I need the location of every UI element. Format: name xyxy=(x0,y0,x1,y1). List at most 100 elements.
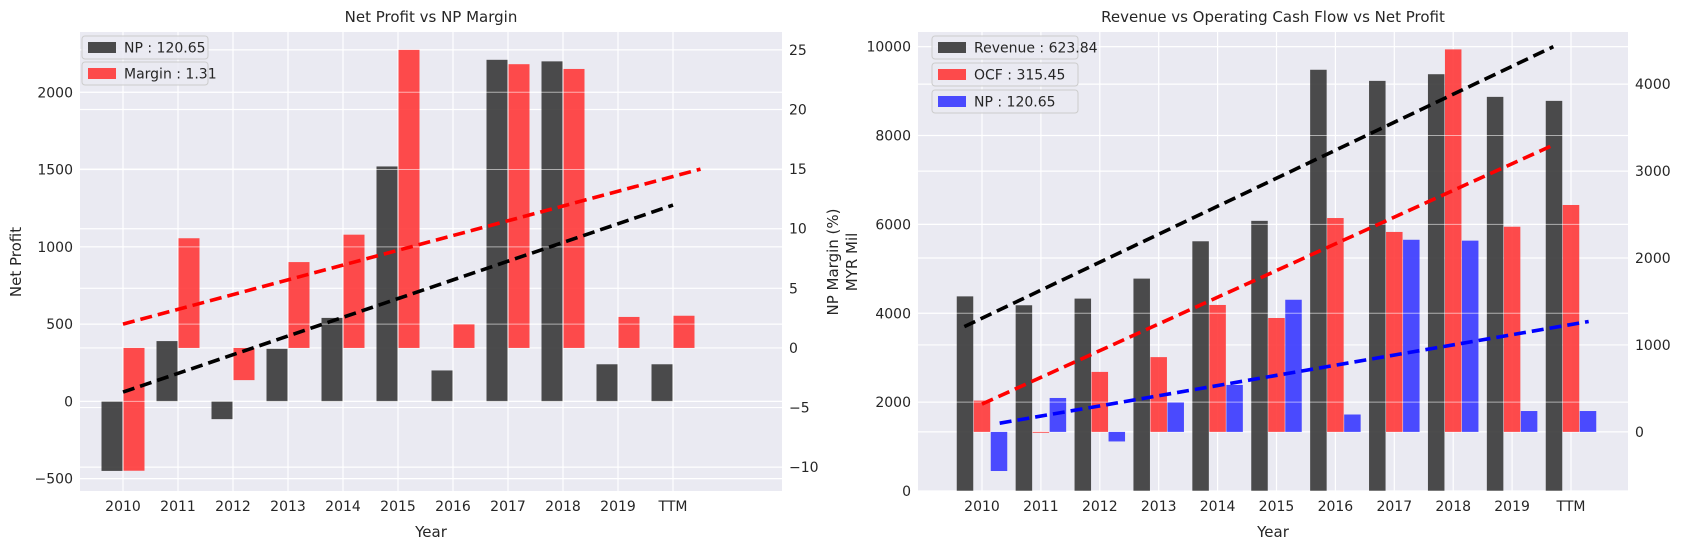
legend-label: Margin : 1.31 xyxy=(124,67,217,83)
legend: NP : 120.65 Margin : 1.31 xyxy=(81,35,217,86)
y-tick-label: 2000 xyxy=(875,395,911,411)
bar-revenue-2010 xyxy=(956,296,974,491)
bar-revenue-2018 xyxy=(1427,74,1445,491)
y-tick-label: 1500 xyxy=(37,163,73,179)
x-tick-label: 2012 xyxy=(215,499,251,515)
bar-ocf-2010 xyxy=(973,400,991,432)
right-y-tick-label: 20 xyxy=(789,102,807,118)
x-tick-label: TTM xyxy=(658,499,688,515)
bars xyxy=(80,49,782,480)
trendline-trend_black xyxy=(122,203,674,394)
trendline-trend_blue xyxy=(999,319,1589,425)
x-tick-label: 2017 xyxy=(1376,499,1412,515)
legend-box xyxy=(81,61,209,86)
y-axis-ticks: −500 0 500 1000 1500 2000 xyxy=(35,85,73,487)
x-tick-label: 2014 xyxy=(325,499,361,515)
y-tick-label: −500 xyxy=(35,472,73,488)
legend-swatch xyxy=(88,42,116,53)
legend-swatch xyxy=(938,42,966,53)
legend-label: NP : 120.65 xyxy=(974,95,1056,111)
bars xyxy=(918,46,1628,492)
legend-box xyxy=(931,89,1079,114)
trendlines xyxy=(122,167,701,394)
legend-box xyxy=(931,62,1079,87)
right-y-tick-label: 0 xyxy=(1635,425,1644,441)
x-tick-label: 2013 xyxy=(270,499,306,515)
bar-ocf-2011 xyxy=(1032,431,1050,433)
bar-ocf-2014 xyxy=(1209,304,1226,432)
right-y-tick-label: 2000 xyxy=(1635,251,1671,267)
y-tick-label: 2000 xyxy=(37,85,73,101)
bar-ocf-2017 xyxy=(1386,231,1403,432)
x-tick-label: 2015 xyxy=(1259,499,1295,515)
y-tick-label: 0 xyxy=(64,394,73,410)
legend-label: OCF : 315.45 xyxy=(974,68,1065,84)
legend-swatch xyxy=(88,68,116,79)
np-margin-chart: 2010 2011 2012 2013 2014 2015 2016 2017 2018 2019… xyxy=(7,8,842,541)
bar-ocf-2013 xyxy=(1150,357,1167,432)
bar-np-2012 xyxy=(211,401,233,420)
y-tick-label: 8000 xyxy=(875,129,911,145)
legend-swatch xyxy=(938,96,966,107)
right-y-tick-label: 15 xyxy=(789,162,807,178)
right-y-tick-label: 25 xyxy=(789,43,807,59)
bar-np-2014 xyxy=(321,317,343,402)
legend-box xyxy=(81,35,209,60)
bar-margin-2019 xyxy=(618,316,640,348)
right-y-tick-label: 10 xyxy=(789,222,807,238)
bar-np-2019 xyxy=(596,364,618,402)
bar-ocf-2016 xyxy=(1327,218,1344,432)
bar-np_blue-2014 xyxy=(1226,384,1243,432)
right-y-tick-label: 0 xyxy=(789,341,798,357)
y-tick-label: 6000 xyxy=(875,217,911,233)
bar-revenue-2015 xyxy=(1251,220,1268,491)
x-tick-label: 2011 xyxy=(160,499,196,515)
y-tick-label: 10000 xyxy=(866,40,911,56)
y-tick-label: 4000 xyxy=(875,306,911,322)
bar-np_blue-TTM xyxy=(1579,411,1597,432)
right-y-axis-ticks: −10 −5 0 5 10 15 20 25 xyxy=(789,43,819,476)
x-tick-label: 2018 xyxy=(545,499,581,515)
x-tick-label: 2012 xyxy=(1082,499,1118,515)
x-tick-label: 2016 xyxy=(1318,499,1354,515)
trendline-trend_red xyxy=(981,143,1555,406)
x-tick-label: 2019 xyxy=(1494,499,1530,515)
right-y-tick-label: 4000 xyxy=(1635,77,1671,93)
legend-label: NP : 120.65 xyxy=(124,41,206,57)
x-axis-label: Year xyxy=(414,523,448,541)
bar-np_blue-2017 xyxy=(1403,239,1420,432)
bar-ocf-TTM xyxy=(1562,204,1580,432)
bar-margin-2013 xyxy=(288,262,310,348)
y-axis-ticks: 0 2000 4000 6000 8000 10000 xyxy=(866,40,911,500)
x-tick-label: 2014 xyxy=(1200,499,1236,515)
trendlines xyxy=(963,45,1589,425)
x-tick-label: 2019 xyxy=(600,499,636,515)
y-axis-label: Net Profit xyxy=(7,227,25,297)
bar-margin-TTM xyxy=(673,315,695,348)
bar-revenue-2011 xyxy=(1015,305,1033,491)
right-y-tick-label: −5 xyxy=(789,401,810,417)
bar-np-2018 xyxy=(541,61,563,402)
bar-margin-2011 xyxy=(178,238,200,348)
y-tick-label: 1000 xyxy=(37,240,73,256)
bar-revenue-TTM xyxy=(1545,100,1563,491)
x-axis-ticks: 2010 2011 2012 2013 2014 2015 2016 2017 2018 2019… xyxy=(105,499,687,515)
bar-np-2017 xyxy=(486,59,508,402)
bar-np-2010 xyxy=(101,401,123,471)
right-y-axis-label: NP Margin (%) xyxy=(824,209,842,316)
bar-revenue-2016 xyxy=(1310,69,1327,491)
bar-np-2011 xyxy=(156,341,178,402)
legend-swatch xyxy=(938,69,966,80)
bar-np-2015 xyxy=(376,166,398,402)
bar-margin-2014 xyxy=(343,234,365,348)
bar-np_blue-2013 xyxy=(1167,402,1184,432)
bar-margin-2015 xyxy=(398,49,420,348)
legend-label: Revenue : 623.84 xyxy=(974,41,1098,57)
y-axis-label: MYR Mil xyxy=(843,233,861,292)
bar-np_blue-2019 xyxy=(1520,411,1538,432)
chart-title: Revenue vs Operating Cash Flow vs Net Pr… xyxy=(1101,8,1445,26)
bar-np_blue-2016 xyxy=(1344,414,1361,432)
right-y-tick-label: 5 xyxy=(789,281,798,297)
trendline-trend_red xyxy=(122,167,701,326)
